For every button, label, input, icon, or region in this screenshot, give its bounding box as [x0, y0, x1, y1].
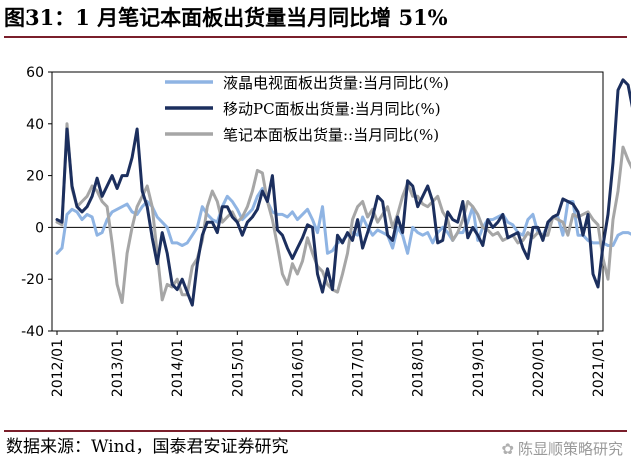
- legend-label-2: 移动PC面板出货量:当月同比(%): [223, 100, 441, 118]
- y-tick-label: -20: [21, 272, 44, 288]
- wechat-icon: ✿: [501, 440, 514, 458]
- line-chart: -40 -20 0 20 40 60 2012/01 2013/01 2014/01 2015/0…: [21, 65, 631, 397]
- source-note: 数据来源：Wind，国泰君安证券研究: [6, 437, 289, 457]
- plot-frame: [51, 71, 604, 332]
- axes: -40 -20 0 20 40 60 2012/01 2013/01 2014/01 2015/0…: [21, 65, 607, 397]
- series-line-2: [55, 78, 631, 307]
- figure-title: 图31：1 月笔记本面板出货量当月同比增 51%: [4, 5, 448, 30]
- top-rule: [4, 36, 627, 38]
- x-tick-label: 2015/01: [230, 339, 246, 397]
- x-tick-label: 2012/01: [50, 339, 66, 397]
- x-tick-label: 2016/01: [290, 339, 306, 397]
- bottom-rule: [4, 430, 627, 432]
- series-line-1: [55, 187, 631, 255]
- watermark: ✿ 陈显顺策略研究: [501, 437, 623, 461]
- legend-label-3: 笔记本面板出货量::当月同比(%): [223, 126, 439, 144]
- legend-label-1: 液晶电视面板出货量:当月同比(%): [223, 74, 449, 92]
- y-tick-label: -40: [21, 324, 44, 340]
- x-tick-label: 2019/01: [471, 339, 487, 397]
- x-tick-label: 2014/01: [170, 339, 186, 397]
- y-tick-label: 0: [35, 220, 44, 236]
- series-lines: [55, 78, 631, 307]
- x-tick-label: 2017/01: [351, 339, 367, 397]
- x-tick-label: 2013/01: [110, 339, 126, 397]
- x-tick-label: 2021/01: [591, 339, 607, 397]
- x-tick-label: 2020/01: [531, 339, 547, 397]
- y-tick-label: 20: [26, 169, 44, 185]
- y-tick-label: 40: [26, 117, 44, 133]
- y-tick-label: 60: [26, 65, 44, 81]
- x-tick-label: 2018/01: [411, 339, 427, 397]
- legend: 液晶电视面板出货量:当月同比(%) 移动PC面板出货量:当月同比(%) 笔记本面板出…: [165, 74, 449, 144]
- watermark-text: 陈显顺策略研究: [517, 440, 623, 458]
